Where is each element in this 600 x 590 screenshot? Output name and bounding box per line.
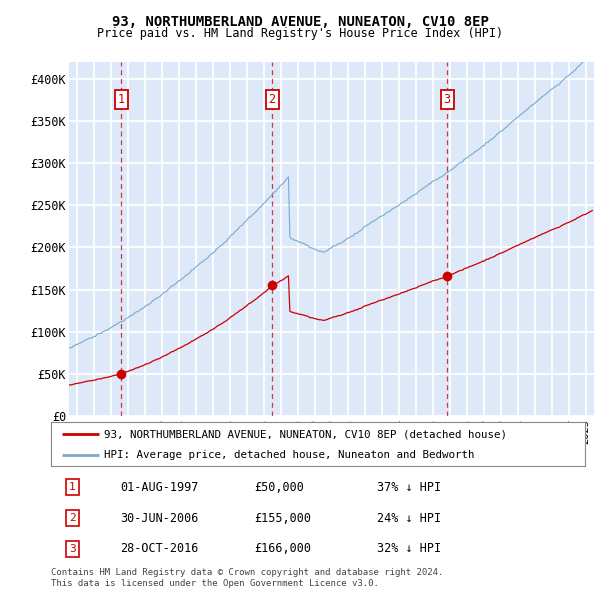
Text: 93, NORTHUMBERLAND AVENUE, NUNEATON, CV10 8EP (detached house): 93, NORTHUMBERLAND AVENUE, NUNEATON, CV1… <box>104 430 508 439</box>
Text: 93, NORTHUMBERLAND AVENUE, NUNEATON, CV10 8EP: 93, NORTHUMBERLAND AVENUE, NUNEATON, CV1… <box>112 15 488 29</box>
Text: 30-JUN-2006: 30-JUN-2006 <box>121 512 199 525</box>
Text: 24% ↓ HPI: 24% ↓ HPI <box>377 512 441 525</box>
Text: HPI: Average price, detached house, Nuneaton and Bedworth: HPI: Average price, detached house, Nune… <box>104 450 475 460</box>
Text: £155,000: £155,000 <box>254 512 311 525</box>
Text: Contains HM Land Registry data © Crown copyright and database right 2024.
This d: Contains HM Land Registry data © Crown c… <box>51 568 443 588</box>
Text: 28-OCT-2016: 28-OCT-2016 <box>121 542 199 555</box>
Text: 3: 3 <box>69 544 76 553</box>
Text: 2: 2 <box>269 93 276 106</box>
Text: 2: 2 <box>69 513 76 523</box>
Text: 37% ↓ HPI: 37% ↓ HPI <box>377 481 441 494</box>
Text: 32% ↓ HPI: 32% ↓ HPI <box>377 542 441 555</box>
Text: 1: 1 <box>69 483 76 492</box>
Text: 01-AUG-1997: 01-AUG-1997 <box>121 481 199 494</box>
Text: £166,000: £166,000 <box>254 542 311 555</box>
Text: Price paid vs. HM Land Registry's House Price Index (HPI): Price paid vs. HM Land Registry's House … <box>97 27 503 40</box>
Text: 3: 3 <box>443 93 451 106</box>
Text: 1: 1 <box>118 93 125 106</box>
Text: £50,000: £50,000 <box>254 481 304 494</box>
